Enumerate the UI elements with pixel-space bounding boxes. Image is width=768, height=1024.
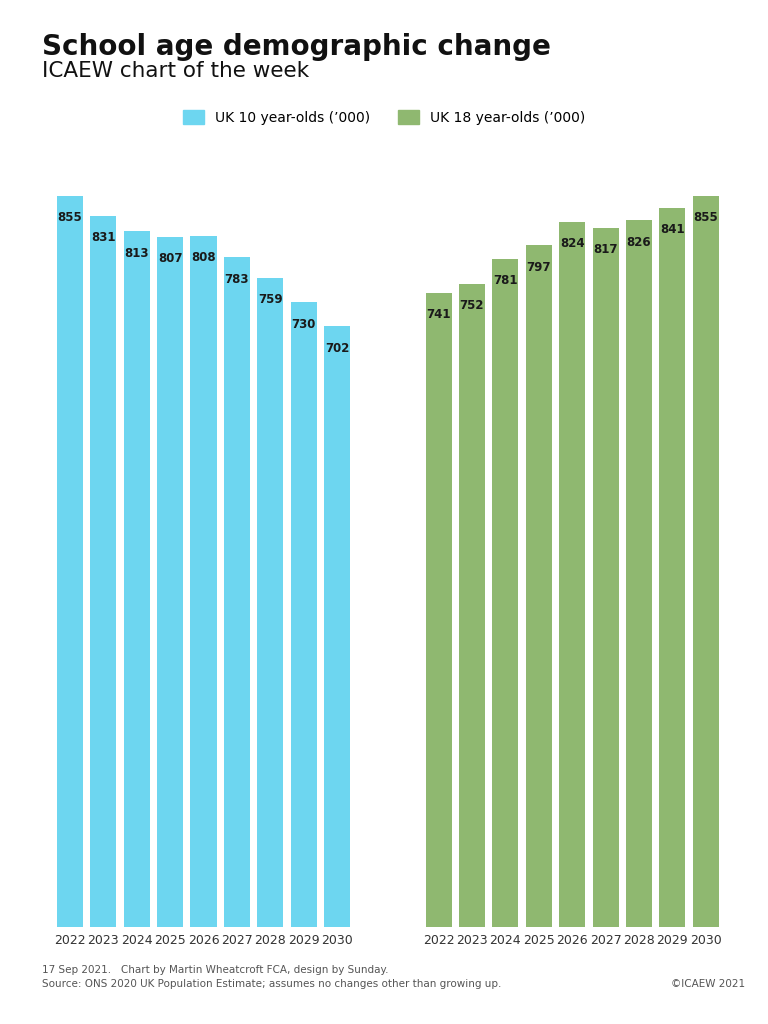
Text: 826: 826 — [627, 236, 651, 249]
Text: 783: 783 — [225, 272, 249, 286]
Text: 813: 813 — [124, 247, 149, 260]
Bar — [626, 220, 652, 927]
Bar — [124, 231, 150, 927]
Bar — [57, 196, 83, 927]
Text: 781: 781 — [493, 274, 518, 288]
Text: 759: 759 — [258, 293, 283, 306]
Bar — [492, 259, 518, 927]
Text: ©ICAEW 2021: ©ICAEW 2021 — [670, 979, 745, 989]
Bar — [459, 284, 485, 927]
Bar — [324, 327, 350, 927]
Bar — [425, 293, 452, 927]
Text: 741: 741 — [426, 308, 451, 322]
Bar — [693, 196, 719, 927]
Text: 797: 797 — [527, 260, 551, 273]
Bar — [91, 216, 116, 927]
Bar — [559, 222, 585, 927]
Text: 855: 855 — [694, 211, 718, 224]
Text: 841: 841 — [660, 223, 684, 236]
Text: 831: 831 — [91, 231, 115, 245]
Bar — [157, 237, 183, 927]
Text: 730: 730 — [292, 317, 316, 331]
Bar — [190, 236, 217, 927]
Bar — [224, 257, 250, 927]
Text: ICAEW chart of the week: ICAEW chart of the week — [42, 61, 310, 82]
Text: Source: ONS 2020 UK Population Estimate; assumes no changes other than growing u: Source: ONS 2020 UK Population Estimate;… — [42, 979, 502, 989]
Bar — [660, 208, 685, 927]
Text: 817: 817 — [594, 244, 617, 256]
Bar — [526, 245, 551, 927]
Text: 855: 855 — [58, 211, 82, 224]
Text: School age demographic change: School age demographic change — [42, 33, 551, 60]
Text: 808: 808 — [191, 251, 216, 264]
Text: 824: 824 — [560, 238, 584, 251]
Bar — [257, 278, 283, 927]
Text: 752: 752 — [460, 299, 484, 312]
Bar — [593, 228, 618, 927]
Bar — [291, 302, 316, 927]
Text: 702: 702 — [325, 342, 349, 354]
Text: 17 Sep 2021.   Chart by Martin Wheatcroft FCA, design by Sunday.: 17 Sep 2021. Chart by Martin Wheatcroft … — [42, 965, 389, 975]
Legend: UK 10 year-olds (’000), UK 18 year-olds (’000): UK 10 year-olds (’000), UK 18 year-olds … — [177, 104, 591, 130]
Text: 807: 807 — [158, 252, 182, 265]
